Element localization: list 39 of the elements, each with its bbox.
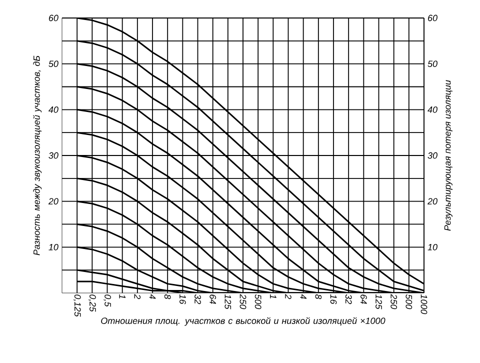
x-tick-label: 2 bbox=[285, 294, 292, 300]
x-tick-label: 4 bbox=[300, 294, 306, 299]
x-tick-label: 1 bbox=[270, 294, 276, 298]
x-tick-label: 1000 bbox=[420, 294, 428, 314]
y-axis-title: Разность между звукоизоляцией участков, дБ bbox=[33, 56, 42, 256]
x-tick-label: 0,5 bbox=[104, 294, 111, 307]
y-tick-label: 10 bbox=[48, 244, 58, 250]
x-tick-label: 2 bbox=[134, 294, 141, 300]
x-tick-label: 500 bbox=[406, 294, 412, 310]
x-tick-label: 64 bbox=[210, 294, 216, 304]
x-tick-label: 250 bbox=[240, 294, 246, 310]
y2-tick-label: 40 bbox=[428, 106, 438, 113]
y2-tick-label: 30 bbox=[428, 152, 438, 159]
y2-tick-label: 10 bbox=[428, 244, 438, 250]
x-tick-label: 500 bbox=[254, 294, 262, 310]
x-tick-label: 0,25 bbox=[88, 294, 96, 312]
y-tick-label: 30 bbox=[48, 152, 58, 159]
y-tick-label: 40 bbox=[48, 106, 58, 113]
x-tick-label: 64 bbox=[360, 294, 367, 304]
y2-axis-title: Результирующая потеря изоляции bbox=[444, 80, 452, 231]
x-tick-label: 4 bbox=[149, 294, 156, 299]
x-tick-label: 32 bbox=[345, 294, 352, 304]
y2-tick-label: 60 bbox=[428, 14, 438, 22]
x-tick-label: 16 bbox=[179, 294, 186, 304]
x-tick-label: 0,125 bbox=[73, 294, 81, 317]
y2-tick-label: 50 bbox=[428, 60, 438, 68]
x-tick-label: 8 bbox=[164, 294, 171, 300]
x-tick-label: 125 bbox=[376, 294, 382, 310]
y-tick-label: 20 bbox=[48, 198, 58, 205]
x-axis-title: Отношения площ. участков с высокой и низкой изоляцией ×1000 bbox=[101, 317, 386, 326]
x-tick-label: 1 bbox=[119, 294, 126, 298]
y2-tick-label: 20 bbox=[427, 198, 438, 205]
y-tick-label: 60 bbox=[48, 14, 58, 22]
x-tick-label: 250 bbox=[390, 294, 398, 310]
x-tick-label: 32 bbox=[194, 294, 201, 304]
y-tick-label: 50 bbox=[48, 60, 58, 68]
x-tick-label: 8 bbox=[315, 294, 322, 300]
x-tick-label: 125 bbox=[224, 294, 232, 310]
x-tick-label: 16 bbox=[330, 294, 337, 304]
